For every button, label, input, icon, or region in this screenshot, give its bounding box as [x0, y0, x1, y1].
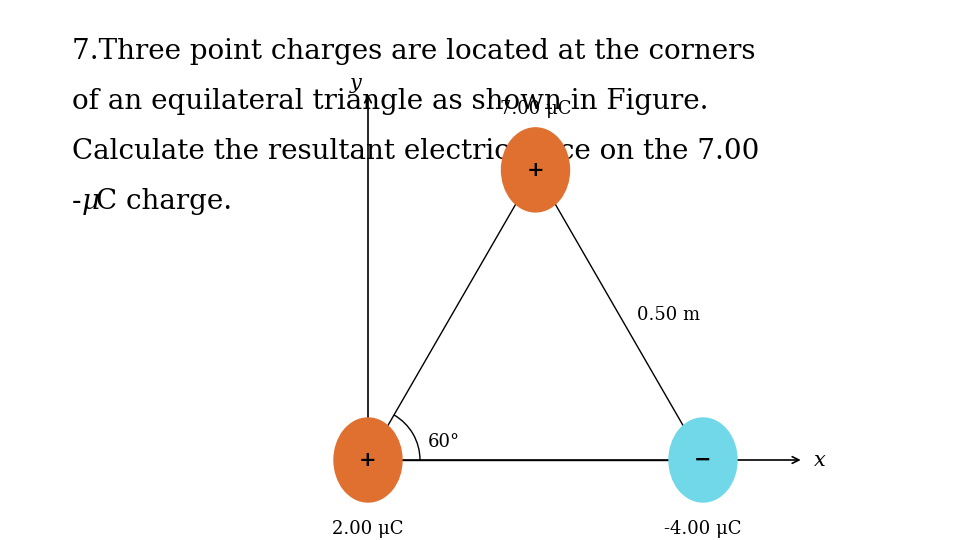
Ellipse shape: [501, 128, 569, 212]
Text: Calculate the resultant electric force on the 7.00: Calculate the resultant electric force o…: [72, 138, 759, 165]
Text: μ: μ: [82, 188, 100, 215]
Text: 60°: 60°: [428, 433, 460, 451]
Text: -4.00 μC: -4.00 μC: [664, 520, 742, 538]
Text: 0.50 m: 0.50 m: [637, 306, 701, 324]
Text: 7.00 μC: 7.00 μC: [500, 100, 571, 118]
Text: +: +: [359, 450, 377, 470]
Text: C charge.: C charge.: [96, 188, 232, 215]
Text: x: x: [813, 450, 826, 469]
Text: 2.00 μC: 2.00 μC: [332, 520, 404, 538]
Ellipse shape: [669, 418, 737, 502]
Text: of an equilateral triangle as shown in Figure.: of an equilateral triangle as shown in F…: [72, 88, 708, 115]
Text: +: +: [527, 160, 544, 180]
Text: -: -: [72, 188, 82, 215]
Text: 7.Three point charges are located at the corners: 7.Three point charges are located at the…: [72, 38, 756, 65]
Text: −: −: [694, 450, 711, 470]
Text: y: y: [350, 75, 362, 93]
Ellipse shape: [334, 418, 402, 502]
